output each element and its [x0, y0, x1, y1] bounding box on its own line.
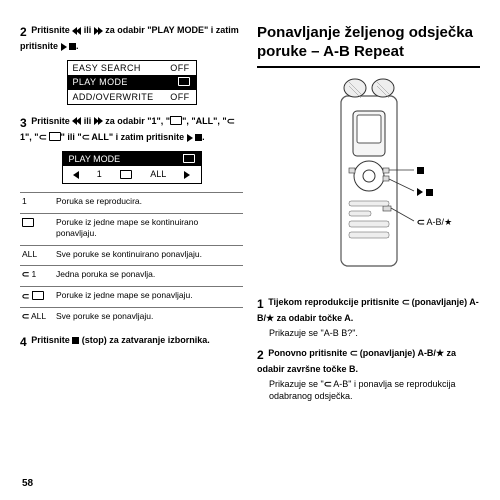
folder-icon: [170, 116, 182, 126]
step-2-num: 2: [20, 24, 27, 40]
table-row: 1Poruka se reproducira.: [20, 193, 243, 213]
folder-icon: [120, 168, 132, 180]
def-key: [20, 286, 54, 307]
right-column: Ponavljanje željenog odsječka poruke – A…: [257, 24, 480, 488]
def-val: Poruka se reproducira.: [54, 193, 243, 213]
folder-icon: [22, 218, 34, 228]
step-3-text: Pritisnite ili za odabir "1", "", "ALL",…: [20, 116, 234, 142]
def-val: Sve poruke se kontinuirano ponavljaju.: [54, 245, 243, 265]
folder-icon: [32, 291, 44, 301]
stop-icon: [417, 165, 424, 175]
def-key: 1: [20, 193, 54, 213]
right-step-2-num: 2: [257, 347, 264, 363]
def-val: Poruke iz jedne mape se ponavljaju.: [54, 286, 243, 307]
lcd2-bot-1: 1: [97, 168, 102, 180]
lcd1-r1a: EASY SEARCH: [73, 62, 141, 74]
repeat-icon: [324, 379, 332, 389]
next-icon: [94, 116, 103, 126]
step-4: 4 Pritisnite (stop) za zatvaranje izborn…: [20, 334, 243, 350]
stop-icon: [426, 187, 433, 197]
callout-play: [417, 186, 433, 198]
step-3-num: 3: [20, 115, 27, 131]
table-row: 1Jedna poruka se ponavlja.: [20, 266, 243, 286]
right-step-1: 1 Tijekom reprodukcije pritisnite (ponav…: [257, 296, 480, 339]
right-step-2-sub: Prikazuje se " A-B" i ponavlja se reprod…: [269, 378, 480, 402]
step-2: 2 Pritisnite ili za odabir "PLAY MODE" i…: [20, 24, 243, 52]
folder-icon: [178, 76, 190, 88]
lcd-display-1: EASY SEARCH OFF PLAY MODE ADD/OVERWRITE OF…: [67, 60, 197, 104]
folder-icon: [49, 132, 61, 142]
lcd-display-2: PLAY MODE 1 ALL: [62, 151, 202, 184]
lcd2-bot-all: ALL: [150, 168, 166, 180]
def-key: ALL: [20, 245, 54, 265]
def-key: [20, 213, 54, 245]
repeat-icon: [22, 269, 29, 279]
step-4-text: Pritisnite (stop) za zatvaranje izbornik…: [31, 335, 210, 345]
play-icon: [417, 187, 423, 197]
section-heading: Ponavljanje željenog odsječka poruke – A…: [257, 24, 480, 68]
play-icon: [187, 132, 193, 142]
right-step-1-text: Tijekom reprodukcije pritisnite (ponavlj…: [257, 297, 479, 323]
next-icon: [94, 25, 103, 35]
repeat-icon: [350, 348, 358, 358]
repeat-icon: [39, 132, 47, 142]
repeat-icon: [227, 116, 235, 126]
repeat-icon: [22, 311, 29, 321]
repeat-icon: [402, 297, 410, 307]
right-step-2: 2 Ponovno pritisnite (ponavljanje) A-B/★…: [257, 347, 480, 403]
step-2-text: Pritisnite ili za odabir "PLAY MODE" i z…: [20, 25, 239, 51]
play-icon: [61, 41, 67, 51]
def-val: Poruke iz jedne mape se kontinuirano pon…: [54, 213, 243, 245]
callout-ab: A-B/★: [417, 216, 452, 228]
table-row: ALLSve poruke se kontinuirano ponavljaju…: [20, 245, 243, 265]
arrow-right-icon: [184, 168, 190, 180]
prev-icon: [72, 25, 81, 35]
right-step-2-text: Ponovno pritisnite (ponavljanje) A-B/★ z…: [257, 348, 456, 374]
prev-icon: [72, 116, 81, 126]
lcd1-r2a: PLAY MODE: [73, 76, 128, 88]
left-column: 2 Pritisnite ili za odabir "PLAY MODE" i…: [20, 24, 243, 488]
lcd2-top-label: PLAY MODE: [69, 153, 121, 165]
lcd1-r3a: ADD/OVERWRITE: [73, 91, 154, 103]
device-svg: [319, 76, 419, 276]
def-val: Jedna poruka se ponavlja.: [54, 266, 243, 286]
arrow-left-icon: [73, 168, 79, 180]
repeat-icon: [22, 291, 29, 301]
folder-icon: [183, 153, 195, 165]
step-4-num: 4: [20, 334, 27, 350]
lcd1-r3b: OFF: [170, 91, 189, 103]
table-row: ALLSve poruke se ponavljaju.: [20, 308, 243, 328]
device-illustration: A-B/★: [257, 76, 480, 286]
table-row: Poruke iz jedne mape se kontinuirano pon…: [20, 213, 243, 245]
stop-icon: [69, 41, 76, 51]
repeat-icon: [82, 132, 90, 142]
repeat-icon: [417, 217, 425, 227]
table-row: Poruke iz jedne mape se ponavljaju.: [20, 286, 243, 307]
definitions-table: 1Poruka se reproducira. Poruke iz jedne …: [20, 192, 243, 327]
callout-stop: [417, 164, 424, 176]
def-key: ALL: [20, 308, 54, 328]
def-val: Sve poruke se ponavljaju.: [54, 308, 243, 328]
step-3: 3 Pritisnite ili za odabir "1", "", "ALL…: [20, 115, 243, 143]
right-step-1-sub: Prikazuje se "A-B B?".: [269, 327, 480, 339]
page-number: 58: [22, 477, 33, 491]
lcd1-r1b: OFF: [170, 62, 189, 74]
right-step-1-num: 1: [257, 296, 264, 312]
def-key: 1: [20, 266, 54, 286]
